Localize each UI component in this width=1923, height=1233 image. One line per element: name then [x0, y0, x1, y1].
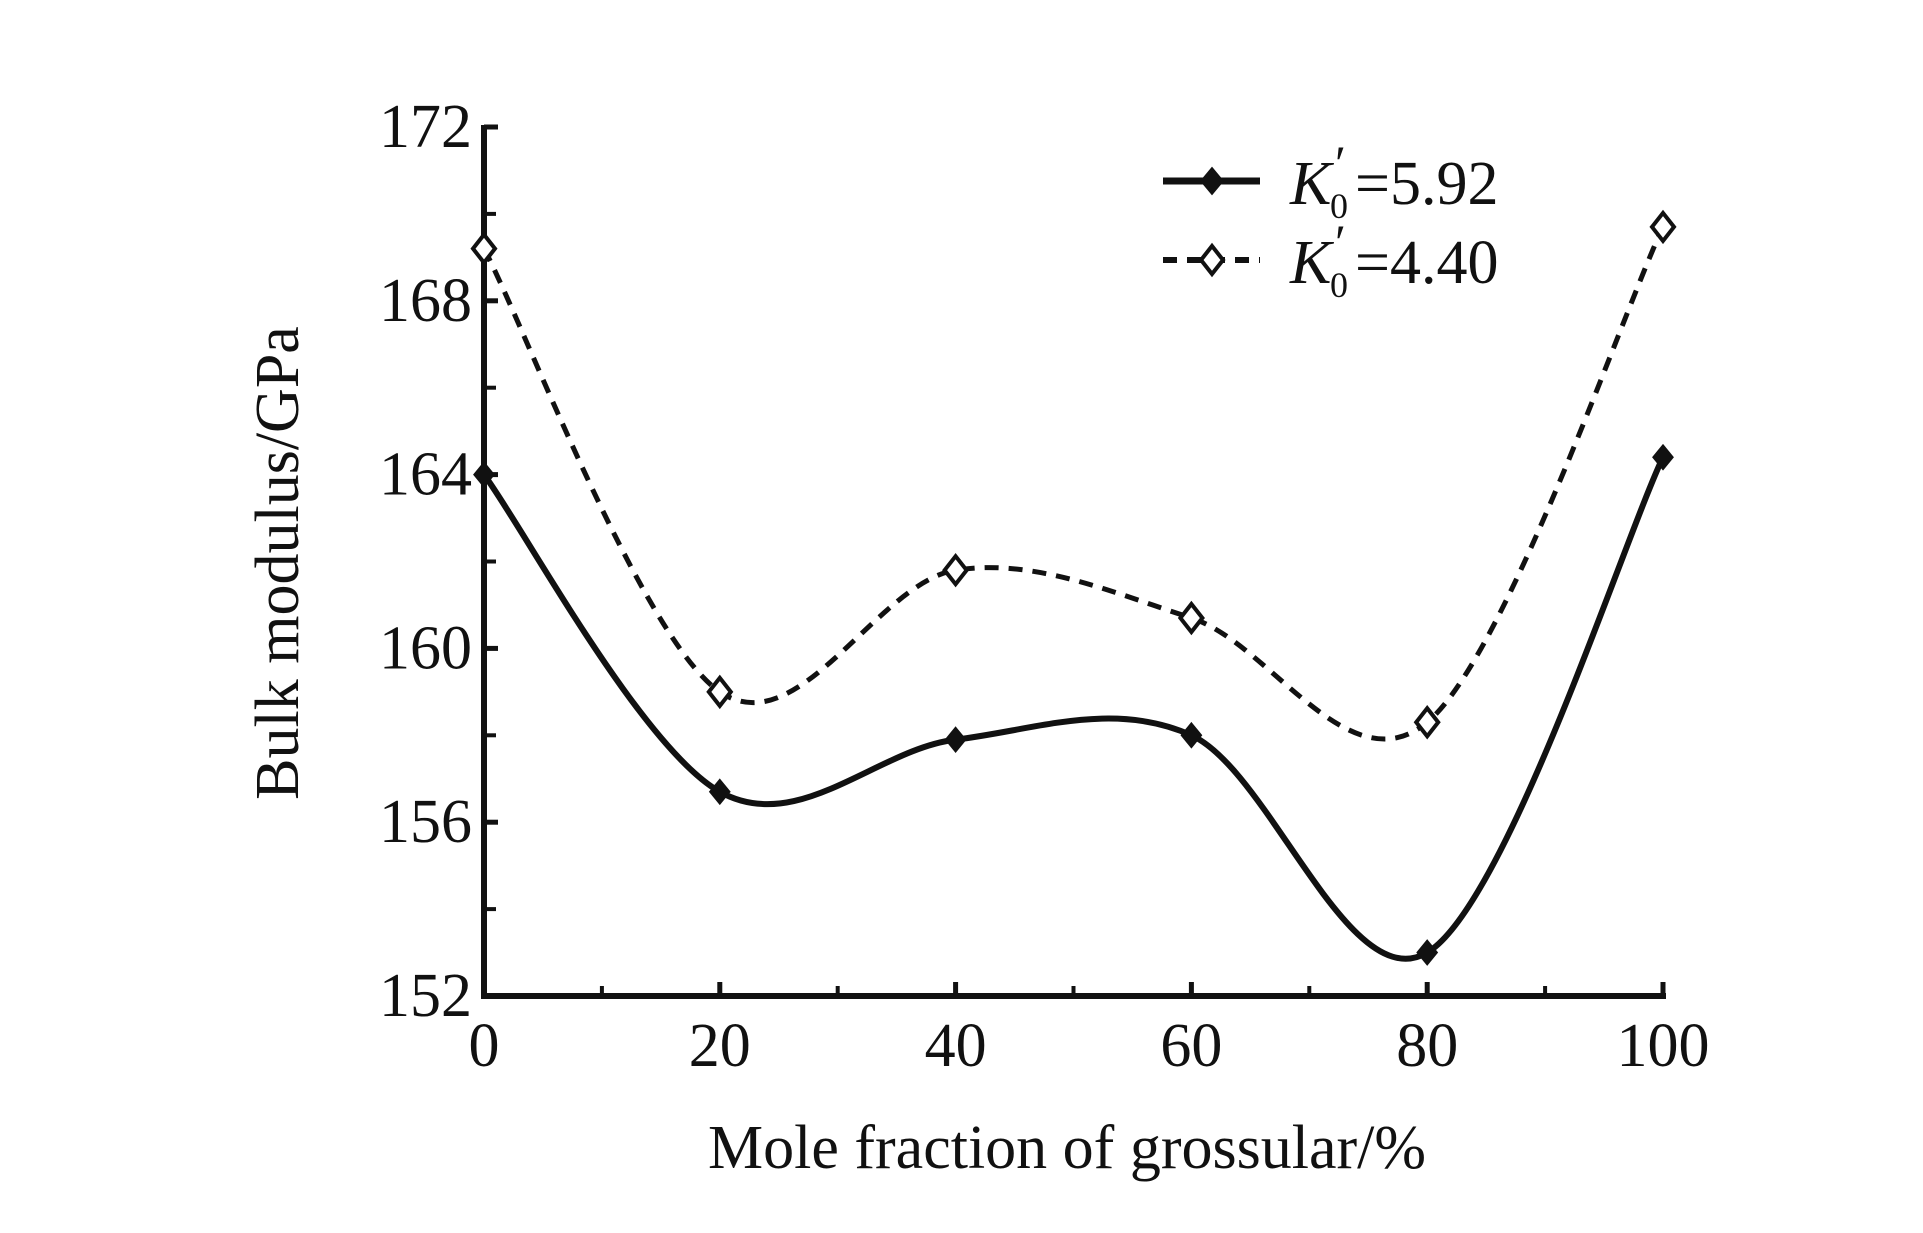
series-line-0: [481, 455, 1666, 962]
series-0-point-100: [1652, 443, 1674, 471]
legend-marker-solid: [1200, 166, 1224, 196]
x-tick-label-20: 20: [689, 1012, 751, 1080]
legend-value-solid: =5.92: [1355, 150, 1498, 218]
series-1-point-100: [1649, 209, 1677, 245]
legend: K ′ 0 =5.92 K ′ 0 =4.40: [1163, 135, 1498, 305]
x-tick-label-0: 0: [469, 1012, 500, 1080]
series-0-point-20: [708, 778, 731, 806]
y-tick-label-160: 160: [379, 614, 472, 682]
y-tick-label-168: 168: [379, 267, 472, 335]
series-1-point-0: [470, 231, 498, 266]
legend-sub-solid: 0: [1330, 186, 1348, 226]
legend-value-dashed: =4.40: [1355, 229, 1498, 297]
x-tick-label-80: 80: [1396, 1012, 1458, 1080]
y-tick-label-172: 172: [379, 93, 472, 161]
legend-sub-dashed: 0: [1330, 265, 1348, 305]
legend-symbol-dashed: K: [1289, 229, 1335, 297]
series-1-point-80: [1413, 705, 1441, 740]
x-tick-label-40: 40: [925, 1012, 987, 1080]
legend-marker-dashed: [1198, 242, 1226, 278]
series-0-point-0: [473, 461, 495, 488]
legend-symbol-solid: K: [1289, 150, 1335, 218]
series-1-point-20: [706, 674, 734, 710]
x-axis-title: Mole fraction of grossular/%: [708, 1114, 1426, 1182]
x-tick-label-60: 60: [1160, 1012, 1222, 1080]
axes: 152 156 160 164 168 172 0 20 40 60 80 100: [379, 93, 1710, 1080]
series-line-1: [481, 225, 1666, 742]
legend-prime-solid: ′: [1335, 135, 1346, 191]
x-tick-label-100: 100: [1617, 1012, 1710, 1080]
y-tick-label-152: 152: [379, 962, 472, 1030]
series-1-point-60: [1177, 600, 1205, 636]
y-tick-label-156: 156: [379, 788, 472, 856]
series-0-point-80: [1416, 939, 1439, 966]
series-1-point-40: [942, 552, 970, 588]
legend-entry-dashed: K ′ 0 =4.40: [1163, 214, 1498, 305]
series-0-point-40: [944, 726, 967, 754]
legend-prime-dashed: ′: [1335, 214, 1346, 270]
legend-entry-solid: K ′ 0 =5.92: [1163, 135, 1498, 226]
y-tick-label-164: 164: [379, 441, 472, 509]
series-layer: [470, 209, 1677, 966]
series-0-point-60: [1180, 721, 1203, 749]
y-axis-title: Bulk modulus/GPa: [244, 326, 312, 800]
